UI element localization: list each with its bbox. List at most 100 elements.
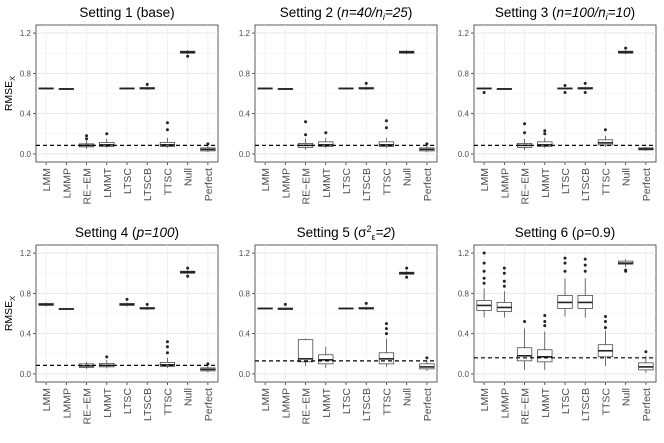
panel-3: 0.0 0.4 0.8 1.2 LMM LMMP RE−EM LMMT LTSC LTSCB TTS… <box>458 5 657 204</box>
outlier-point <box>543 129 547 133</box>
x-tick-label: LMMP <box>499 388 511 418</box>
box-LMMP <box>277 302 293 310</box>
outlier-point <box>482 276 486 280</box>
y-tick-label: 0.4 <box>458 330 470 339</box>
x-tick-label: LMMT <box>540 387 552 417</box>
y-tick-label: 0.4 <box>239 330 251 339</box>
x-tick-label: RE−EM <box>82 388 94 424</box>
box-Null <box>180 50 196 58</box>
box-Null <box>180 266 196 278</box>
box-LTSCB <box>139 302 155 310</box>
x-tick-label: Perfect <box>203 388 215 421</box>
x-tick-label: RE−EM <box>301 168 313 204</box>
y-tick-label: 0.0 <box>458 150 470 159</box>
outlier-point <box>186 54 190 58</box>
outlier-point <box>384 322 388 326</box>
box-Null <box>618 46 634 55</box>
y-tick-label: 0.8 <box>458 289 470 298</box>
x-tick-label: LMMT <box>321 167 333 197</box>
outlier-point <box>523 131 527 135</box>
box-Perfect <box>200 142 216 153</box>
x-tick-label: LTSCB <box>142 168 154 201</box>
outlier-point <box>125 297 129 301</box>
box-LMM <box>257 307 273 310</box>
outlier-point <box>384 119 388 123</box>
box-LMM <box>476 251 492 318</box>
y-axis-label: RMSEX <box>3 296 17 331</box>
x-tick-label: LMMP <box>61 168 73 198</box>
x-tick-label: TTSC <box>162 388 174 416</box>
outlier-point <box>523 122 527 126</box>
outlier-point <box>105 355 109 359</box>
outlier-point <box>165 121 169 125</box>
outlier-point <box>583 263 587 267</box>
x-tick-label: Null <box>183 168 195 186</box>
outlier-point <box>603 326 607 330</box>
x-tick-label: LMMP <box>61 388 73 418</box>
box-LTSCB <box>358 81 374 90</box>
outlier-point <box>583 257 587 261</box>
box-LMM <box>38 87 54 90</box>
y-tick-label: 0.0 <box>20 370 32 379</box>
box-RE−EM <box>516 320 533 370</box>
x-tick-label: RE−EM <box>301 388 313 424</box>
outlier-point <box>324 131 328 135</box>
box-TTSC <box>378 322 395 367</box>
box-LMMP <box>58 87 74 90</box>
y-tick-label: 1.2 <box>239 249 251 258</box>
x-tick-label: RE−EM <box>520 388 532 424</box>
outlier-point <box>583 81 587 85</box>
panel-title: Setting 3 (n=100/ni=10) <box>495 5 635 22</box>
outlier-point <box>384 327 388 331</box>
outlier-point <box>482 269 486 273</box>
x-tick-label: Perfect <box>422 168 434 201</box>
outlier-point <box>405 266 409 270</box>
x-tick-label: Perfect <box>203 168 215 201</box>
box-Perfect <box>419 356 435 371</box>
x-tick-label: Perfect <box>641 388 653 421</box>
y-tick-label: 0.4 <box>239 110 251 119</box>
panel-title: Setting 2 (n=40/ni=25) <box>280 5 413 22</box>
outlier-point <box>482 90 486 94</box>
x-tick-label: LMMP <box>499 168 511 198</box>
box-LMMP <box>58 307 74 310</box>
outlier-point <box>304 120 308 124</box>
y-tick-label: 0.8 <box>20 289 32 298</box>
y-tick-label: 1.2 <box>20 29 32 38</box>
x-tick-label: Perfect <box>422 388 434 421</box>
x-tick-label: LTSC <box>341 168 353 194</box>
outlier-point <box>206 142 210 146</box>
outlier-point <box>145 82 149 86</box>
box-LTSC <box>557 256 573 317</box>
panel-title: Setting 4 (p=100) <box>75 225 179 240</box>
outlier-point <box>603 315 607 319</box>
box-LMMP <box>496 266 512 318</box>
outlier-point <box>543 324 547 328</box>
y-tick-label: 1.2 <box>239 29 251 38</box>
box-LTSC <box>119 297 135 307</box>
outlier-point <box>502 271 506 275</box>
outlier-point <box>425 356 429 360</box>
box-LMMP <box>496 87 512 90</box>
box-Null <box>618 259 634 273</box>
x-tick-label: LMM <box>260 168 272 191</box>
x-tick-label: Null <box>402 388 414 406</box>
y-tick-label: 0.4 <box>458 110 470 119</box>
x-tick-label: LTSCB <box>580 388 592 421</box>
outlier-point <box>502 279 506 283</box>
box-LMMT <box>318 346 334 368</box>
box-LTSC <box>338 87 354 90</box>
box-LTSCB <box>358 301 374 310</box>
outlier-point <box>405 275 409 279</box>
outlier-point <box>384 332 388 336</box>
outlier-point <box>105 132 109 136</box>
outlier-point <box>165 345 169 349</box>
outlier-point <box>482 251 486 255</box>
box-LMMP <box>277 87 293 90</box>
box-LTSC <box>557 83 573 94</box>
box-TTSC <box>597 315 614 366</box>
box-LMM <box>38 302 54 307</box>
outlier-point <box>206 362 210 366</box>
x-tick-label: TTSC <box>162 168 174 196</box>
panel-title: Setting 1 (base) <box>79 5 174 20</box>
